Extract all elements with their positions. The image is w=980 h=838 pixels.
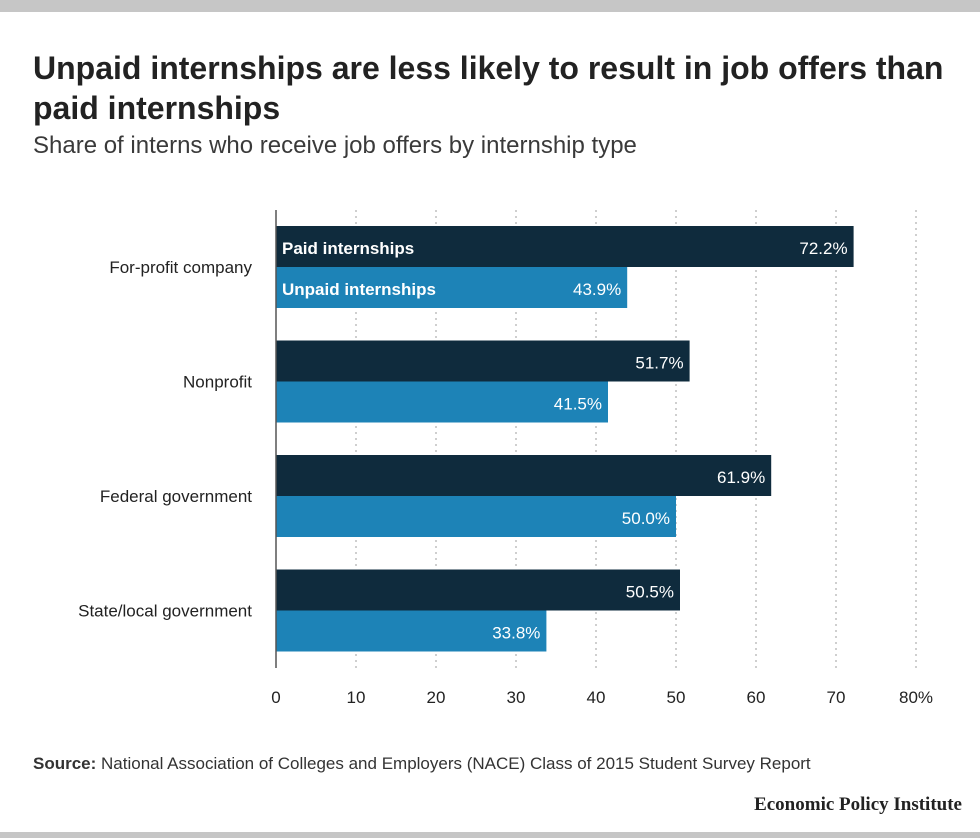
paid-bar [276,340,690,382]
value-label: 50.5% [626,583,674,602]
chart-subtitle: Share of interns who receive job offers … [33,132,637,159]
value-label: 72.2% [799,239,847,258]
legend-label: Unpaid internships [282,280,436,299]
paid-bar [276,569,680,611]
paid-bar [276,455,772,496]
unpaid-bar [276,381,608,423]
source-label: Source: [33,754,97,773]
value-label: 33.8% [492,624,540,643]
x-tick-label: 70 [827,688,846,707]
bar-chart: For-profit company 72.2% Paid internships 4… [78,210,933,707]
category-label: Federal government [100,487,252,506]
value-label: 50.0% [622,509,670,528]
x-tick-label: 50 [667,688,686,707]
x-tick-label: 60 [747,688,766,707]
unpaid-bar [276,496,676,537]
category-label: For-profit company [109,258,252,277]
x-tick-label: 30 [507,688,526,707]
legend-label: Paid internships [282,239,414,258]
source-text: National Association of Colleges and Emp… [96,754,811,773]
value-label: 43.9% [573,280,621,299]
x-tick-label: 40 [587,688,606,707]
category-label: State/local government [78,602,252,621]
value-label: 51.7% [635,354,683,373]
source-note: Source: National Association of Colleges… [33,753,963,775]
x-tick-label: 80% [899,688,933,707]
unpaid-bar [276,610,547,652]
top-rule [0,0,980,12]
unpaid-bar [276,267,628,308]
paid-bar [276,226,854,267]
value-label: 61.9% [717,468,765,487]
x-tick-label: 20 [427,688,446,707]
brand-logo: Economic Policy Institute [754,794,962,815]
category-label: Nonprofit [183,373,252,392]
bottom-rule [0,832,980,838]
x-tick-label: 10 [347,688,366,707]
value-label: 41.5% [554,395,602,414]
chart-title: Unpaid internships are less likely to re… [33,50,944,126]
x-tick-label: 0 [271,688,280,707]
